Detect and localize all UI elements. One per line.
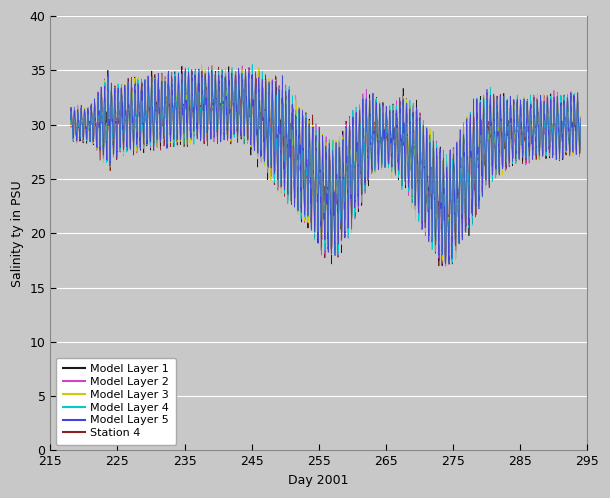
Y-axis label: Salinity ty in PSU: Salinity ty in PSU xyxy=(11,180,24,287)
X-axis label: Day 2001: Day 2001 xyxy=(289,474,349,487)
Legend: Model Layer 1, Model Layer 2, Model Layer 3, Model Layer 4, Model Layer 5, Stati: Model Layer 1, Model Layer 2, Model Laye… xyxy=(56,358,176,445)
